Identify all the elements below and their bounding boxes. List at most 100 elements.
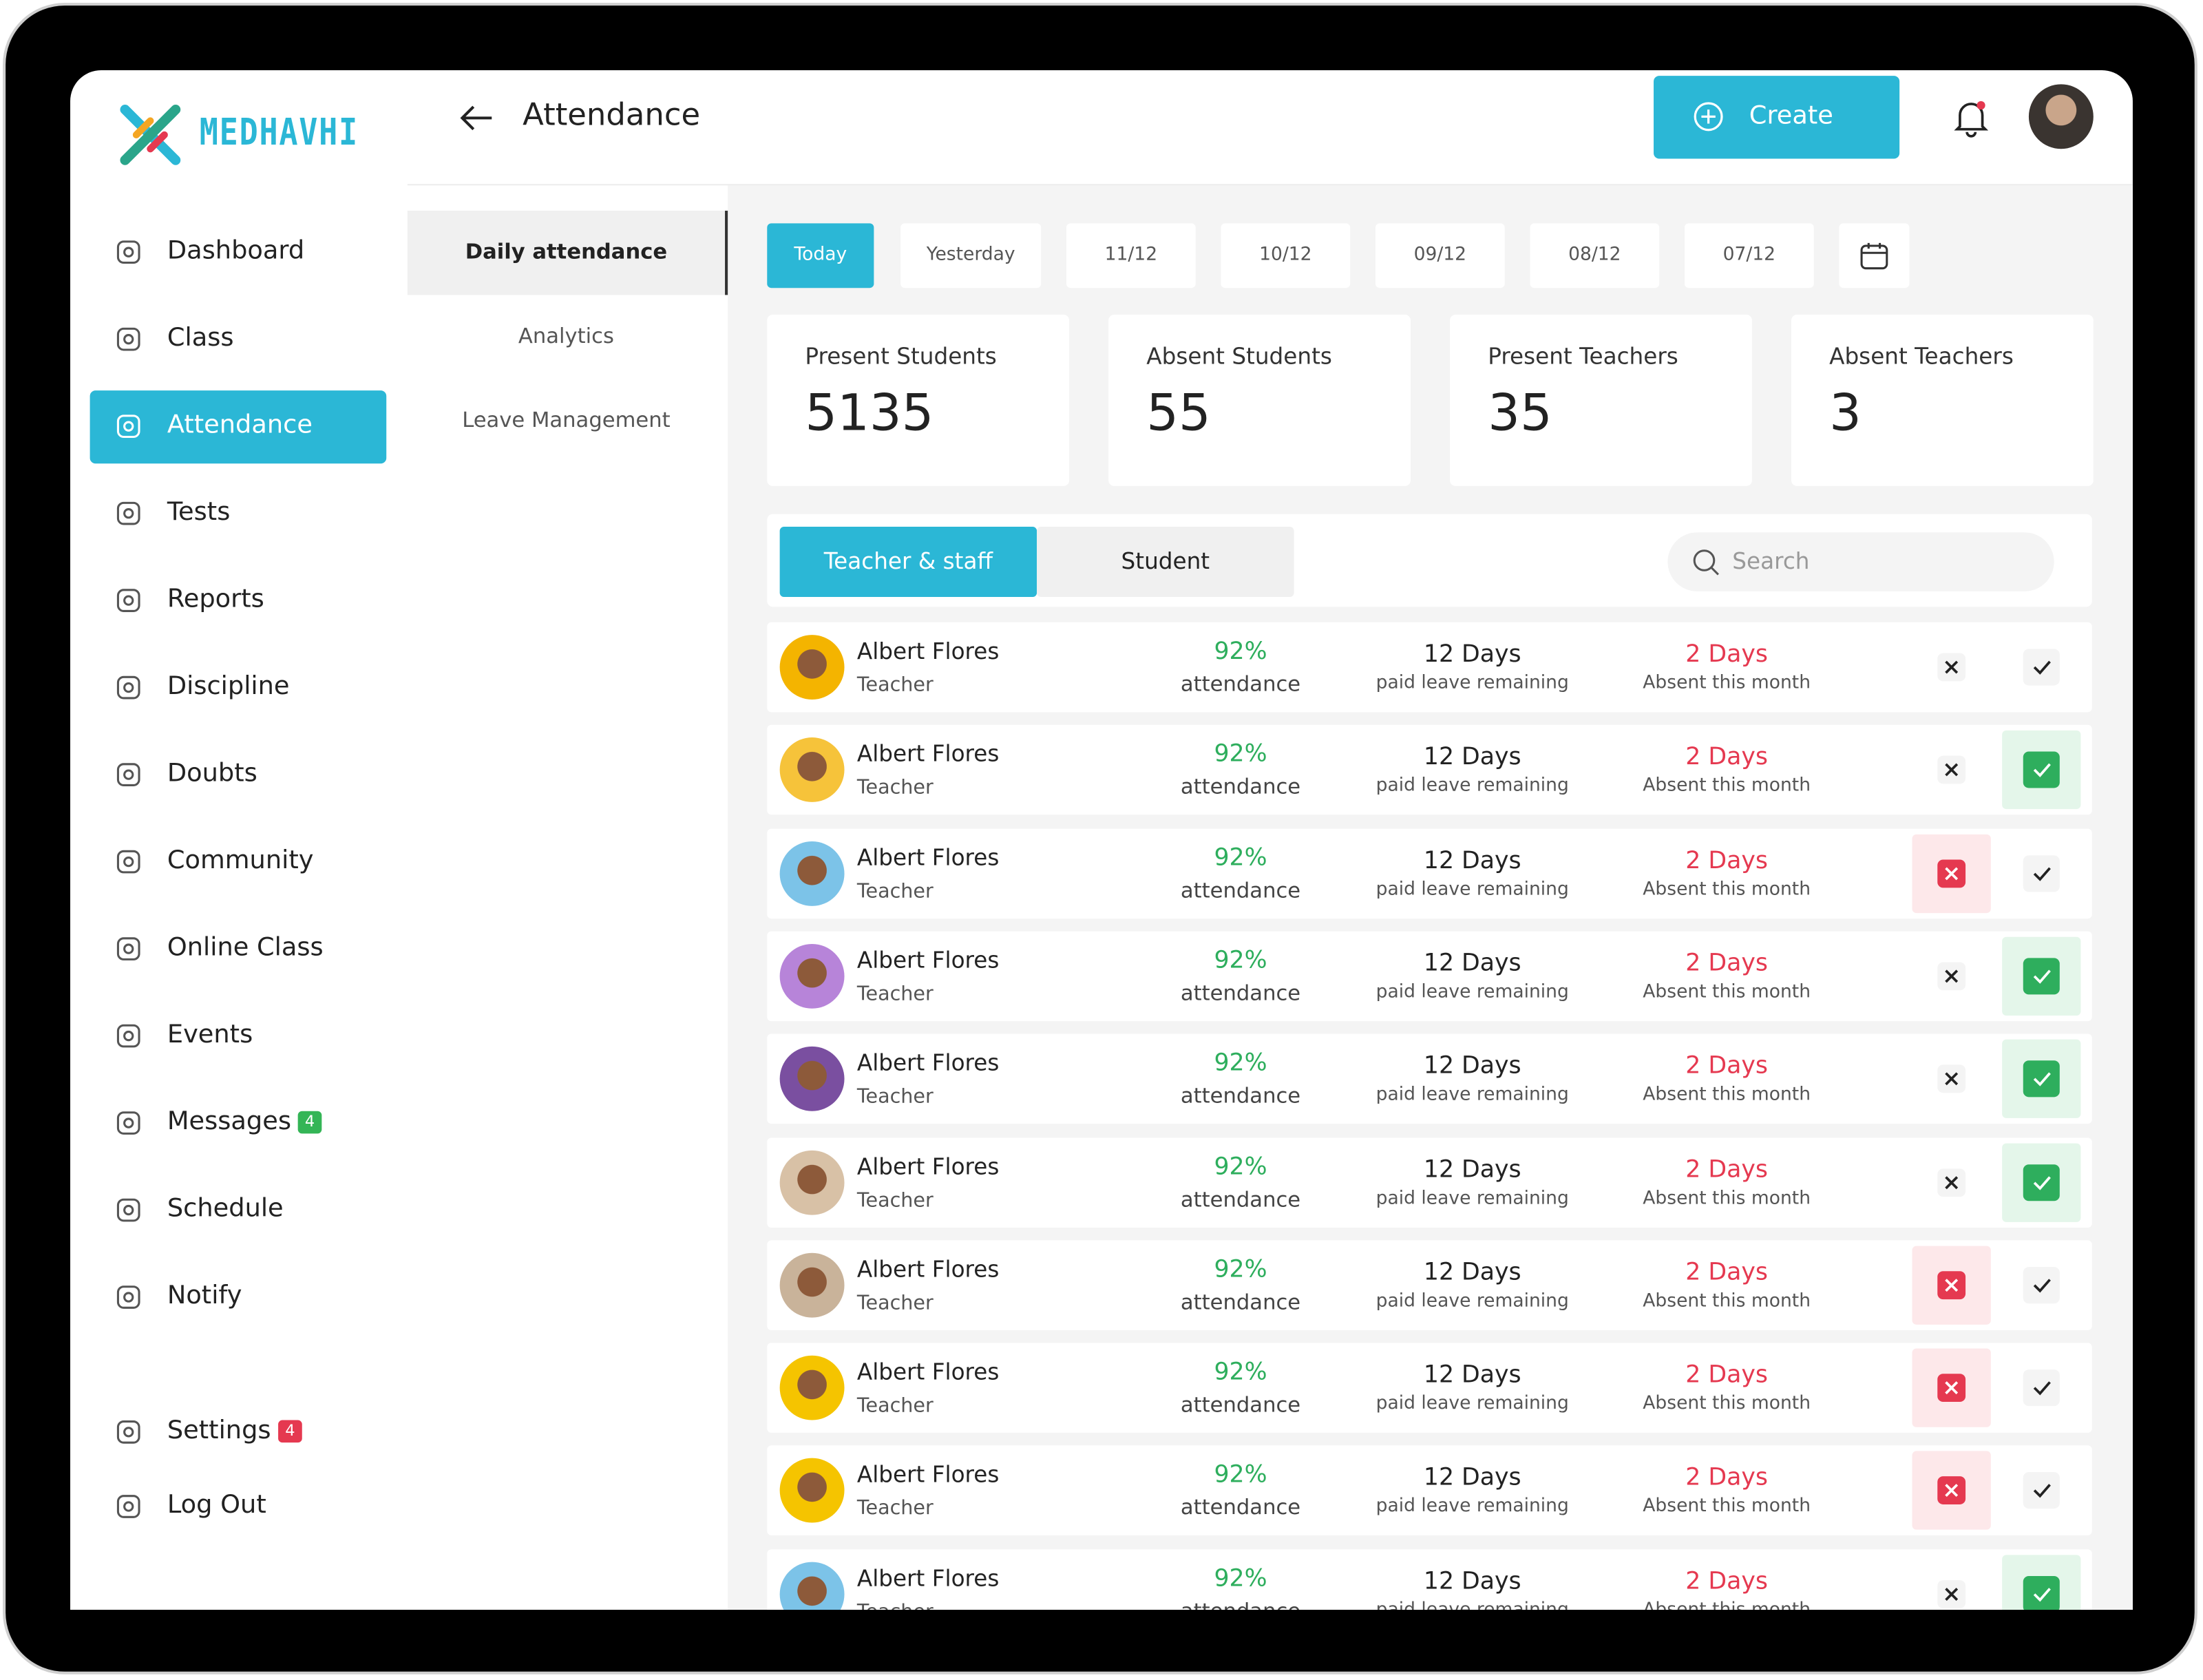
person-name: Albert Flores xyxy=(856,740,1000,768)
icon xyxy=(2033,1072,2051,1087)
date-filter[interactable]: 10/12 xyxy=(1221,223,1351,288)
date-filter[interactable]: 11/12 xyxy=(1066,223,1196,288)
date-filter[interactable]: 07/12 xyxy=(1684,223,1814,288)
attendance-row: Albert Flores Teacher 92% attendance 12 Days… xyxy=(767,622,2092,713)
tab[interactable]: Teacher & staff xyxy=(779,527,1037,598)
nav-label: Dashboard xyxy=(167,235,305,266)
subnav-label: Analytics xyxy=(518,323,614,348)
stat-label: Present Teachers xyxy=(1488,342,1678,370)
attendance-label: attendance xyxy=(1128,1598,1353,1610)
mark-absent-button[interactable] xyxy=(1912,833,1991,913)
nav-label: Community xyxy=(167,846,314,875)
nav-label: Class xyxy=(167,323,234,353)
absent-label: Absent this month xyxy=(1643,673,1811,694)
calendar-button[interactable] xyxy=(1839,223,1910,288)
subnav-item[interactable]: Analytics xyxy=(408,295,728,379)
subnav-item[interactable]: Daily attendance xyxy=(407,211,728,295)
create-button[interactable]: Create xyxy=(1654,76,1900,159)
stat-value: 35 xyxy=(1488,384,1552,443)
icon xyxy=(116,327,140,351)
tab[interactable]: Student xyxy=(1037,527,1294,598)
nav-item[interactable]: Dashboard xyxy=(90,216,387,289)
absent-days: 2 Days xyxy=(1685,949,1768,978)
mark-absent-button[interactable] xyxy=(1912,1348,1991,1427)
nav-item[interactable]: Doubts xyxy=(90,739,387,812)
person-name: Albert Flores xyxy=(856,1049,1000,1077)
mark-absent-button[interactable] xyxy=(1912,1555,1991,1610)
mark-present-button[interactable] xyxy=(2002,936,2081,1016)
nav-item[interactable]: Community xyxy=(90,826,387,899)
mark-absent-button[interactable] xyxy=(1912,731,1991,809)
date-filter[interactable]: Today xyxy=(767,223,874,288)
mark-present-button[interactable] xyxy=(2002,1349,2080,1427)
mark-absent-button[interactable] xyxy=(1912,937,1991,1016)
person-name: Albert Flores xyxy=(856,843,1000,871)
absent-label: Absent this month xyxy=(1643,1084,1811,1106)
mark-absent-button[interactable] xyxy=(1912,1451,1991,1531)
profile-avatar[interactable] xyxy=(2028,84,2094,149)
date-filter[interactable]: Yesterday xyxy=(900,223,1042,288)
icon xyxy=(116,414,140,439)
search-box[interactable]: Search xyxy=(1667,532,2054,591)
date-filter[interactable]: 09/12 xyxy=(1375,223,1505,288)
mark-present-inner xyxy=(2023,1575,2060,1610)
nav-item[interactable]: Settings 4 xyxy=(90,1396,387,1469)
person-role: Teacher xyxy=(856,1086,934,1109)
date-filter[interactable]: 08/12 xyxy=(1530,223,1660,288)
bell-icon[interactable] xyxy=(1953,98,1990,138)
mark-absent-button[interactable] xyxy=(1912,1040,1991,1118)
nav-item[interactable]: Class xyxy=(90,304,387,377)
mark-absent-button[interactable] xyxy=(1912,1143,1991,1221)
mark-present-inner xyxy=(2023,649,2060,686)
person-name: Albert Flores xyxy=(856,946,1000,974)
nav-label: Doubts xyxy=(167,758,257,788)
attendance-row: Albert Flores Teacher 92% attendance 12 Days… xyxy=(767,1548,2092,1610)
nav-item[interactable]: Messages 4 xyxy=(90,1087,387,1160)
nav-item[interactable]: Reports xyxy=(90,565,387,638)
mark-present-button[interactable] xyxy=(2002,1040,2081,1119)
nav-item[interactable]: Discipline xyxy=(90,652,387,725)
attendance-row: Albert Flores Teacher 92% attendance 12 Days… xyxy=(767,1239,2092,1330)
nav-item[interactable]: Tests xyxy=(90,478,387,551)
icon xyxy=(2033,1278,2051,1293)
screen: MEDHAVHI Attendance Create Dashboard Clas… xyxy=(70,70,2133,1610)
mark-present-inner xyxy=(2023,958,2060,995)
icon xyxy=(2033,1175,2051,1190)
stat-value: 3 xyxy=(1829,384,1862,443)
absent-label: Absent this month xyxy=(1643,775,1811,797)
person-role: Teacher xyxy=(856,777,934,800)
nav-item[interactable]: Online Class xyxy=(90,913,387,986)
leave-days: 12 Days xyxy=(1423,1258,1521,1287)
subnav-item[interactable]: Leave Management xyxy=(408,379,728,463)
absent-label: Absent this month xyxy=(1643,981,1811,1003)
absent-label: Absent this month xyxy=(1643,879,1811,900)
mark-present-inner xyxy=(2023,1266,2060,1303)
mark-present-button[interactable] xyxy=(2002,628,2080,706)
leave-label: paid leave remaining xyxy=(1375,1084,1569,1106)
mark-present-button[interactable] xyxy=(2002,834,2080,912)
date-label: Today xyxy=(794,244,847,266)
nav-item[interactable]: Events xyxy=(90,1000,387,1073)
icon xyxy=(1945,660,1959,674)
back-arrow[interactable] xyxy=(458,101,494,135)
nav-item[interactable]: Attendance xyxy=(89,390,387,464)
mark-present-button[interactable] xyxy=(2002,1554,2081,1610)
icon xyxy=(116,1495,140,1518)
nav-item[interactable]: Notify xyxy=(90,1261,387,1334)
mark-absent-button[interactable] xyxy=(1912,628,1991,706)
plus-icon xyxy=(1694,102,1723,132)
attendance-label: attendance xyxy=(1180,980,1301,1006)
subnav-label: Leave Management xyxy=(462,407,671,433)
nav-item[interactable]: Schedule xyxy=(90,1175,387,1248)
stat-label: Present Students xyxy=(805,342,997,370)
mark-present-button[interactable] xyxy=(2002,1451,2080,1530)
leave-label: paid leave remaining xyxy=(1375,1187,1569,1209)
leave-label: paid leave remaining xyxy=(1375,673,1569,694)
mark-present-button[interactable] xyxy=(2002,1246,2080,1324)
mark-present-button[interactable] xyxy=(2002,731,2081,810)
mark-absent-button[interactable] xyxy=(1912,1246,1991,1325)
nav-item[interactable]: Log Out xyxy=(90,1471,387,1544)
person-name: Albert Flores xyxy=(856,1255,1000,1283)
mark-present-button[interactable] xyxy=(2002,1142,2081,1221)
